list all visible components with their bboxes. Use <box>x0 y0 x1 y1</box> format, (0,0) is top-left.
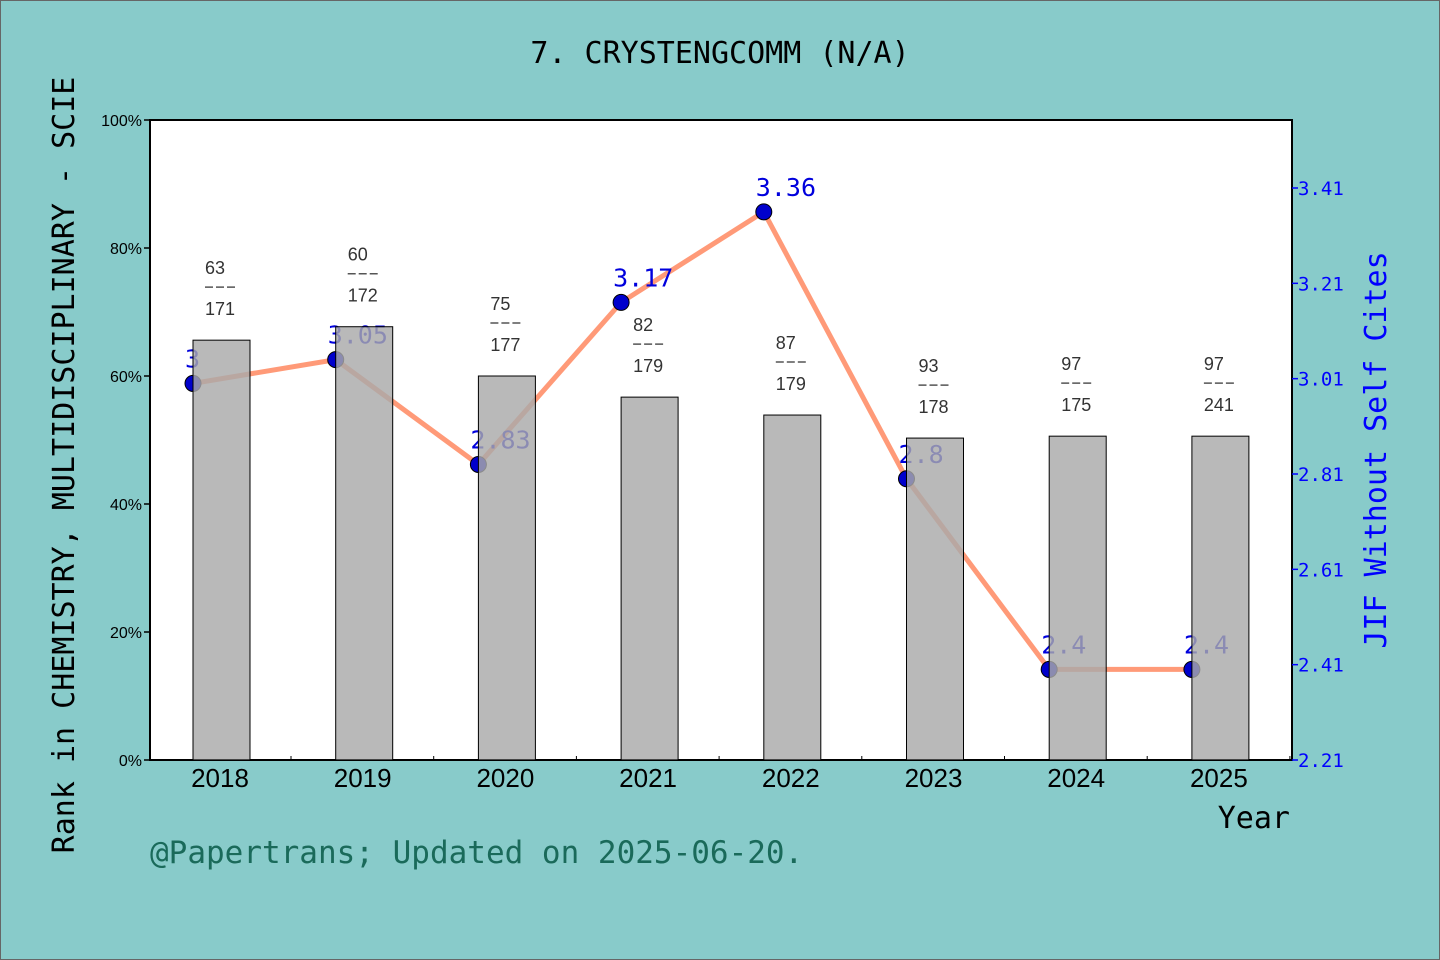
footer-credit: @Papertrans; Updated on 2025-06-20. <box>150 835 804 871</box>
rank-bar <box>1191 435 1250 761</box>
total-label: 175 <box>1061 395 1091 415</box>
left-tick-label: 0% <box>119 753 142 770</box>
x-axis-label: Year <box>1218 801 1290 836</box>
x-tick-label: 2021 <box>619 763 677 793</box>
left-tick-label: 100% <box>101 113 142 130</box>
rank-label: 82 <box>633 315 653 335</box>
jif-label: 3.17 <box>613 263 673 292</box>
x-tick-label: 2018 <box>191 763 249 793</box>
jif-marker <box>755 203 773 221</box>
right-tick-label: 3.21 <box>1298 273 1344 295</box>
plot-area <box>149 119 1293 761</box>
right-tick-label: 2.21 <box>1298 750 1344 772</box>
rank-label: 75 <box>490 294 510 314</box>
rank-label: 63 <box>205 258 225 278</box>
total-label: 177 <box>490 335 520 355</box>
rank-bar <box>1048 435 1107 761</box>
left-axis-label: Rank in CHEMISTRY, MULTIDISCIPLINARY - S… <box>47 77 82 854</box>
total-label: 171 <box>205 299 235 319</box>
rank-label: 60 <box>348 245 368 265</box>
total-label: 178 <box>919 397 949 417</box>
x-tick-label: 2022 <box>762 763 820 793</box>
rank-label: 97 <box>1061 354 1081 374</box>
rank-label: 93 <box>919 356 939 376</box>
left-tick-label: 40% <box>110 497 142 514</box>
x-tick-label: 2025 <box>1190 763 1248 793</box>
rank-bar <box>477 375 536 761</box>
x-tick-label: 2023 <box>905 763 963 793</box>
rank-bar <box>620 396 679 761</box>
total-label: 179 <box>633 356 663 376</box>
right-tick-label: 3.01 <box>1298 369 1344 391</box>
jif-label: 3.36 <box>756 173 816 202</box>
rank-label: 87 <box>776 333 796 353</box>
rank-bar <box>763 414 822 761</box>
left-tick-label: 20% <box>110 625 142 642</box>
x-tick-label: 2024 <box>1047 763 1105 793</box>
rank-label: 97 <box>1204 354 1224 374</box>
total-label: 179 <box>776 374 806 394</box>
total-label: 241 <box>1204 395 1234 415</box>
left-tick-label: 80% <box>110 241 142 258</box>
x-tick-label: 2020 <box>476 763 534 793</box>
jif-marker <box>612 293 630 311</box>
total-label: 172 <box>348 286 378 306</box>
right-tick-label: 3.41 <box>1298 178 1344 200</box>
right-axis-label: JIF Without Self Cites <box>1359 251 1394 648</box>
rank-bar <box>192 339 251 761</box>
right-tick-label: 2.81 <box>1298 464 1344 486</box>
rank-bar <box>906 437 964 761</box>
chart-title: 7. CRYSTENGCOMM (N/A) <box>530 36 910 71</box>
x-tick-label: 2019 <box>334 763 392 793</box>
right-tick-label: 2.61 <box>1298 559 1344 581</box>
rank-bar <box>335 326 394 761</box>
right-tick-label: 2.41 <box>1298 655 1344 677</box>
left-tick-label: 60% <box>110 369 142 386</box>
